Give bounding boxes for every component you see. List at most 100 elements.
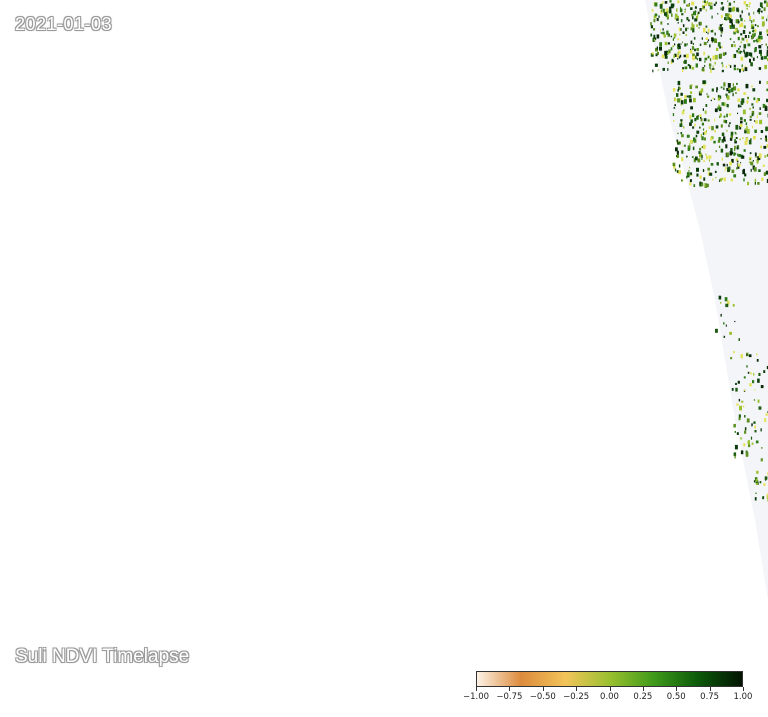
vegetation-pixel (699, 147, 702, 151)
vegetation-pixel (743, 25, 746, 29)
vegetation-pixel (742, 30, 746, 34)
vegetation-pixel (739, 50, 742, 54)
vegetation-pixel (730, 357, 733, 360)
vegetation-pixel (667, 34, 669, 37)
vegetation-pixel (693, 184, 696, 187)
vegetation-pixel (688, 170, 690, 172)
vegetation-pixel (676, 54, 679, 58)
vegetation-pixel (766, 493, 768, 496)
vegetation-pixel (686, 43, 688, 46)
vegetation-pixel (749, 158, 751, 160)
vegetation-pixel (692, 53, 695, 58)
vegetation-pixel (736, 432, 739, 435)
vegetation-pixel (752, 106, 754, 109)
vegetation-pixel (725, 303, 729, 308)
vegetation-pixel (730, 178, 733, 182)
vegetation-pixel (734, 152, 737, 155)
vegetation-pixel (704, 183, 708, 188)
vegetation-pixel (708, 2, 711, 6)
vegetation-pixel (750, 138, 752, 141)
vegetation-pixel (736, 82, 738, 85)
vegetation-pixel (695, 15, 699, 19)
vegetation-pixel (752, 19, 755, 22)
vegetation-pixel (714, 62, 716, 65)
colorbar-tick (509, 687, 511, 691)
vegetation-pixel (755, 120, 758, 124)
vegetation-pixel (757, 399, 760, 403)
vegetation-pixel (751, 442, 754, 445)
vegetation-pixel (739, 45, 741, 48)
vegetation-pixel (674, 98, 677, 102)
vegetation-pixel (741, 37, 744, 41)
vegetation-pixel (753, 40, 756, 43)
vegetation-pixel (732, 6, 736, 12)
vegetation-pixel (750, 372, 752, 375)
vegetation-pixel (743, 376, 746, 379)
vegetation-pixel (735, 387, 738, 392)
vegetation-pixel (684, 99, 687, 104)
vegetation-pixel (751, 36, 753, 40)
vegetation-pixel (748, 52, 751, 56)
vegetation-pixel (727, 83, 731, 88)
vegetation-pixel (716, 47, 719, 51)
vegetation-pixel (738, 154, 742, 158)
vegetation-pixel (695, 55, 697, 59)
vegetation-pixel (726, 300, 730, 305)
vegetation-pixel (757, 9, 760, 13)
vegetation-pixel (741, 64, 743, 68)
vegetation-pixel (724, 297, 728, 302)
vegetation-pixel (754, 24, 757, 27)
vegetation-pixel (752, 30, 754, 33)
vegetation-pixel (734, 30, 736, 33)
vegetation-pixel (736, 50, 739, 53)
vegetation-pixel (707, 28, 710, 33)
vegetation-pixel (716, 89, 718, 93)
vegetation-pixel (690, 27, 693, 31)
vegetation-pixel (715, 176, 717, 179)
vegetation-pixel (674, 168, 677, 172)
vegetation-pixel (756, 353, 758, 356)
vegetation-pixel (743, 92, 746, 95)
vegetation-pixel (766, 81, 768, 85)
vegetation-pixel (714, 129, 716, 133)
vegetation-pixel (765, 413, 768, 416)
vegetation-pixel (677, 89, 679, 92)
vegetation-pixel (722, 8, 724, 11)
vegetation-pixel (717, 162, 719, 166)
vegetation-pixel (686, 95, 689, 98)
vegetation-pixel (718, 137, 721, 141)
vegetation-pixel (717, 13, 719, 15)
vegetation-pixel (696, 48, 699, 51)
vegetation-pixel (656, 46, 658, 50)
vegetation-pixel (703, 82, 706, 86)
vegetation-pixel (666, 11, 668, 14)
vegetation-pixel (695, 156, 698, 161)
vegetation-pixel (687, 4, 690, 7)
vegetation-pixel (699, 57, 702, 62)
vegetation-pixel (755, 478, 758, 482)
vegetation-pixel (741, 155, 745, 159)
vegetation-pixel (736, 160, 739, 163)
vegetation-pixel (690, 64, 692, 67)
vegetation-pixel (709, 44, 711, 48)
vegetation-pixel (705, 37, 708, 40)
vegetation-pixel (703, 160, 705, 162)
vegetation-pixel (655, 53, 658, 57)
vegetation-pixel (709, 58, 712, 62)
vegetation-pixel (687, 145, 691, 150)
vegetation-pixel (743, 389, 745, 392)
vegetation-pixel (754, 129, 757, 133)
vegetation-pixel (699, 8, 702, 12)
vegetation-pixel (737, 98, 740, 102)
vegetation-pixel (745, 451, 749, 457)
vegetation-pixel (719, 115, 721, 118)
vegetation-pixel (747, 371, 750, 374)
vegetation-pixel (679, 54, 682, 58)
vegetation-pixel (710, 136, 714, 140)
vegetation-pixel (706, 57, 709, 59)
vegetation-pixel (683, 0, 686, 4)
vegetation-pixel (690, 84, 693, 87)
vegetation-pixel (754, 181, 756, 185)
vegetation-pixel (707, 119, 710, 122)
